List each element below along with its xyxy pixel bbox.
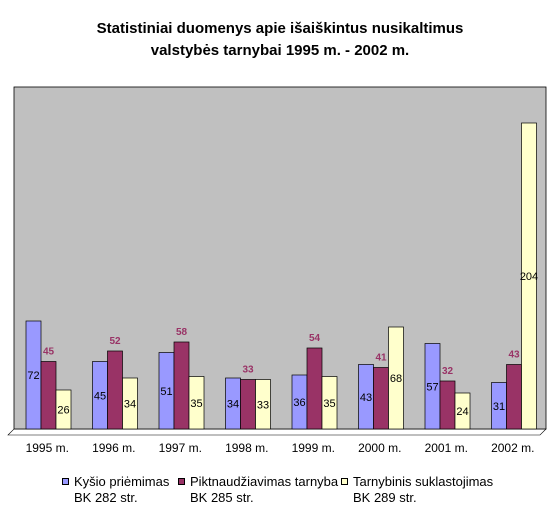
x-tick-label-2000: 2000 m. xyxy=(358,441,401,455)
bar-2-1998 xyxy=(240,379,256,430)
data-label-1-1995: 72 xyxy=(27,370,39,382)
data-label-2-1998: 33 xyxy=(242,365,254,376)
chart-title-line-2: valstybės tarnybai 1995 m. - 2002 m. xyxy=(150,42,410,59)
bar-3-1997 xyxy=(188,376,205,430)
data-label-2-1999: 54 xyxy=(309,333,321,344)
bar-3-1998 xyxy=(255,379,271,430)
bar-3-1995 xyxy=(55,389,72,430)
data-label-2-2001: 32 xyxy=(442,366,454,377)
plot-floor xyxy=(7,428,547,436)
bar-2-2002 xyxy=(506,364,522,430)
legend-swatch-series-2 xyxy=(178,478,185,485)
legend-label-series-2-line-2: BK 285 str. xyxy=(190,490,254,505)
data-label-1-1999: 36 xyxy=(293,397,305,409)
data-label-3-1996: 34 xyxy=(124,399,136,411)
bar-2-1996 xyxy=(107,350,123,430)
data-label-3-1998: 33 xyxy=(257,399,269,411)
data-label-1-1996: 45 xyxy=(94,390,106,402)
legend-label-series-3-line-1: Tarnybinis suklastojimas xyxy=(353,474,494,489)
data-label-2-1995: 45 xyxy=(43,347,55,358)
bar-3-1996 xyxy=(122,377,138,430)
bar-2-2001 xyxy=(439,380,456,430)
legend-label-series-1-line-1: Kyšio priėmimas xyxy=(74,474,170,489)
x-tick-label-1995: 1995 m. xyxy=(26,441,69,455)
x-tick-label-1996: 1996 m. xyxy=(92,441,135,455)
bar-3-2000 xyxy=(388,326,404,430)
data-label-1-1997: 51 xyxy=(160,386,172,398)
x-tick-label-2002: 2002 m. xyxy=(491,441,534,455)
data-label-3-1997: 35 xyxy=(190,398,202,410)
bar-2-1995 xyxy=(40,361,57,430)
x-tick-label-1999: 1999 m. xyxy=(292,441,335,455)
x-tick-label-2001: 2001 m. xyxy=(425,441,468,455)
data-label-3-2000: 68 xyxy=(390,373,402,385)
data-label-1-2002: 31 xyxy=(493,401,505,413)
data-label-1-2001: 57 xyxy=(426,381,438,393)
data-label-3-2002: 204 xyxy=(520,271,538,283)
bar-2-1999 xyxy=(306,347,323,430)
bar-2-2000 xyxy=(373,367,389,430)
x-tick-label-1998: 1998 m. xyxy=(225,441,268,455)
legend-label-series-2-line-1: Piktnaudžiavimas tarnyba xyxy=(190,474,339,489)
chart-title-line-1: Statistiniai duomenys apie išaiškintus n… xyxy=(96,20,464,37)
data-label-2-2000: 41 xyxy=(375,353,387,364)
legend-label-series-1: Kyšio priėmimas BK 282 str. xyxy=(74,474,169,506)
data-label-3-1995: 26 xyxy=(57,405,69,417)
data-label-1-1998: 34 xyxy=(227,399,239,411)
bar-chart: 72 45 51 34 36 43 57 31 45 52 58 33 54 41 32 43 26 34 35 33… xyxy=(7,86,547,455)
chart-title: Statistiniai duomenys apie išaiškintus n… xyxy=(0,18,560,62)
bar-3-2001 xyxy=(454,392,471,430)
data-label-3-2001: 24 xyxy=(456,406,468,418)
bar-3-2002 xyxy=(521,122,537,430)
data-label-2-1997: 58 xyxy=(176,327,188,338)
legend-swatch-series-1 xyxy=(62,478,69,485)
data-label-1-2000: 43 xyxy=(360,392,372,404)
legend-label-series-3-line-2: BK 289 str. xyxy=(353,490,417,505)
legend-label-series-1-line-2: BK 282 str. xyxy=(74,490,138,505)
legend-swatch-series-3 xyxy=(341,478,348,485)
x-tick-label-1997: 1997 m. xyxy=(159,441,202,455)
data-label-2-1996: 52 xyxy=(109,336,121,347)
legend-label-series-2: Piktnaudžiavimas tarnyba BK 285 str. xyxy=(190,474,338,506)
bar-2-1997 xyxy=(173,341,190,430)
bar-3-1999 xyxy=(321,376,338,430)
data-label-2-2002: 43 xyxy=(508,350,520,361)
legend-label-series-3: Tarnybinis suklastojimas BK 289 str. xyxy=(353,474,493,506)
data-label-3-1999: 35 xyxy=(323,398,335,410)
